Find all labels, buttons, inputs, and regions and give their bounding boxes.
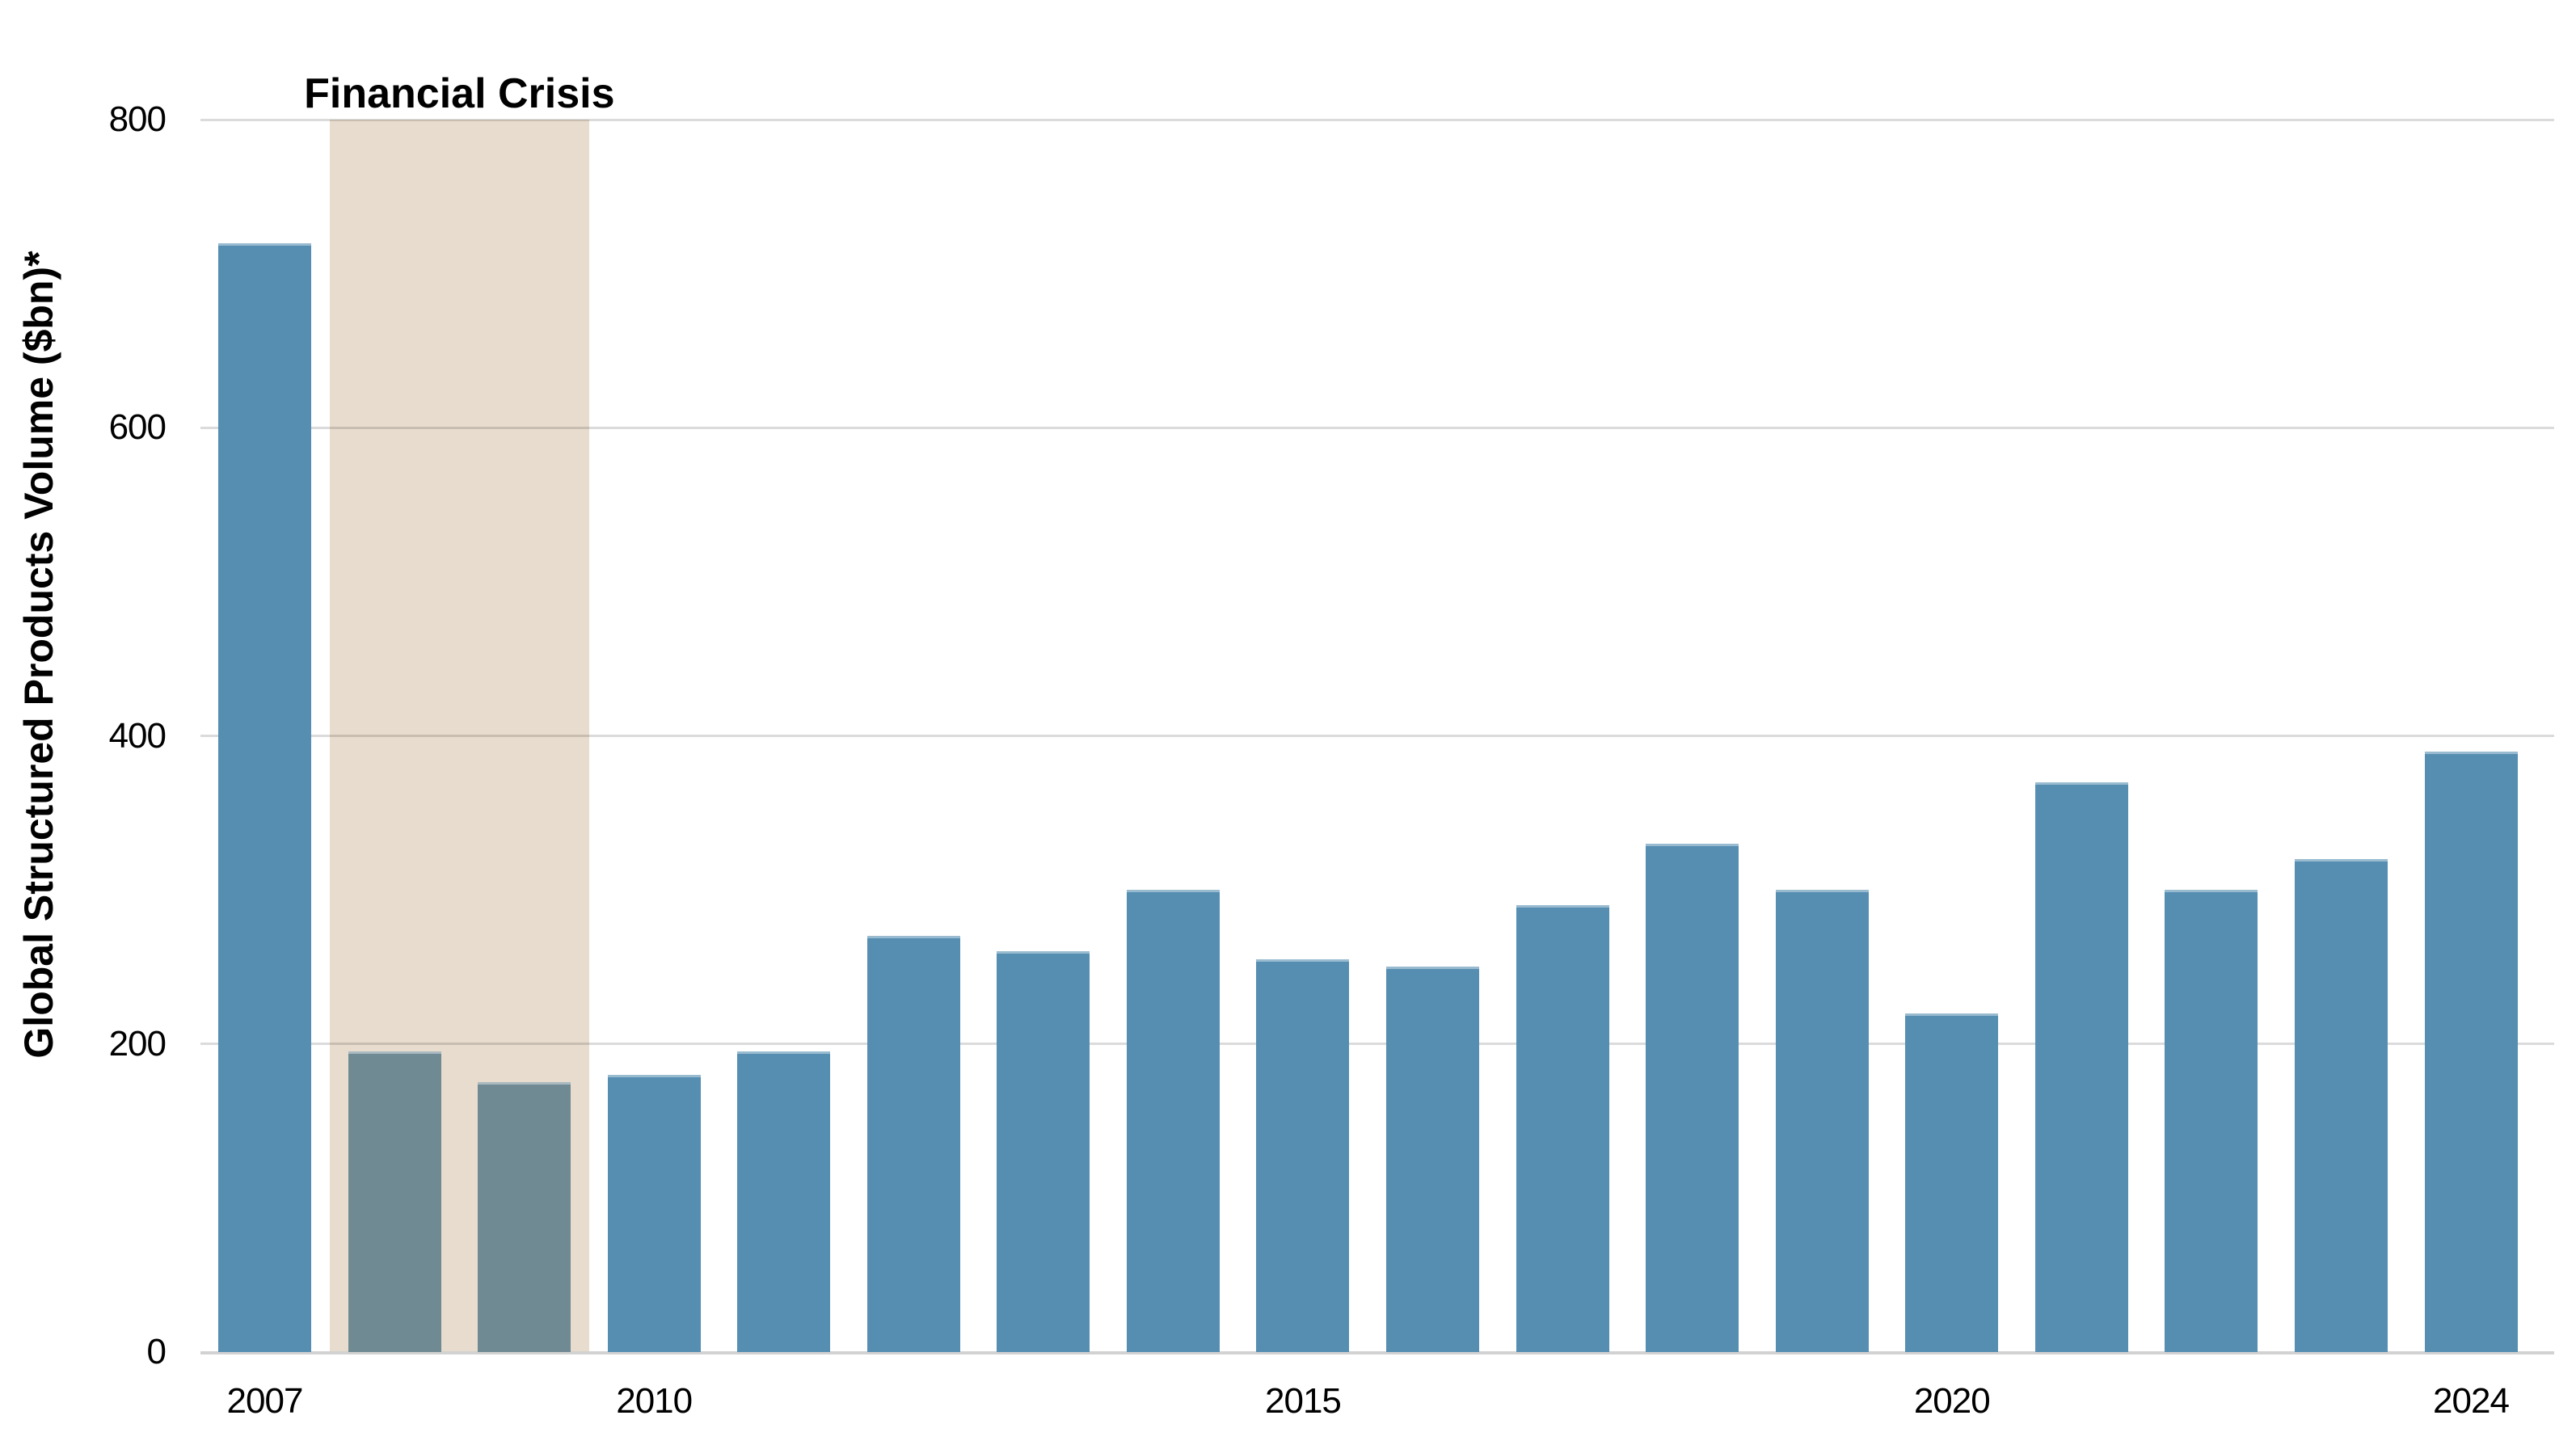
bar-2022 xyxy=(2165,890,2258,1352)
bar-2024 xyxy=(2424,751,2518,1352)
bar-2015 xyxy=(1256,958,1350,1352)
bar-2019 xyxy=(1775,890,1869,1352)
bar-2009 xyxy=(478,1082,571,1352)
bar-2023 xyxy=(2294,859,2388,1352)
bar-2007 xyxy=(218,242,311,1352)
x-tick-label-2020: 2020 xyxy=(1913,1381,1991,1421)
bar-2021 xyxy=(2034,781,2128,1352)
y-tick-label-200: 200 xyxy=(108,1023,167,1064)
y-tick-label-0: 0 xyxy=(146,1332,167,1371)
bar-2011 xyxy=(737,1051,831,1352)
x-tick-label-2010: 2010 xyxy=(616,1381,693,1421)
y-axis-title: Global Structured Products Volume ($bn)* xyxy=(16,251,61,1059)
x-axis-line xyxy=(200,1351,2554,1354)
bar-2012 xyxy=(866,936,960,1352)
y-tick-label-400: 400 xyxy=(108,715,167,756)
gridline-200 xyxy=(200,1043,2554,1046)
x-tick-label-2007: 2007 xyxy=(226,1381,304,1421)
gridline-800 xyxy=(200,118,2554,121)
bar-2017 xyxy=(1516,905,1609,1352)
bar-2016 xyxy=(1386,967,1480,1352)
y-tick-label-600: 600 xyxy=(108,407,167,448)
bar-2014 xyxy=(1126,890,1220,1352)
gridline-400 xyxy=(200,735,2554,737)
x-tick-label-2015: 2015 xyxy=(1265,1381,1342,1421)
x-tick-label-2024: 2024 xyxy=(2433,1381,2510,1421)
bar-2008 xyxy=(348,1051,441,1352)
gridline-600 xyxy=(200,426,2554,429)
crisis-band-label: Financial Crisis xyxy=(304,70,615,117)
y-tick-label-800: 800 xyxy=(108,99,167,139)
bar-2013 xyxy=(997,951,1090,1352)
bar-2010 xyxy=(607,1074,701,1352)
bar-2018 xyxy=(1646,843,1739,1352)
bar-2020 xyxy=(1905,1013,1999,1352)
